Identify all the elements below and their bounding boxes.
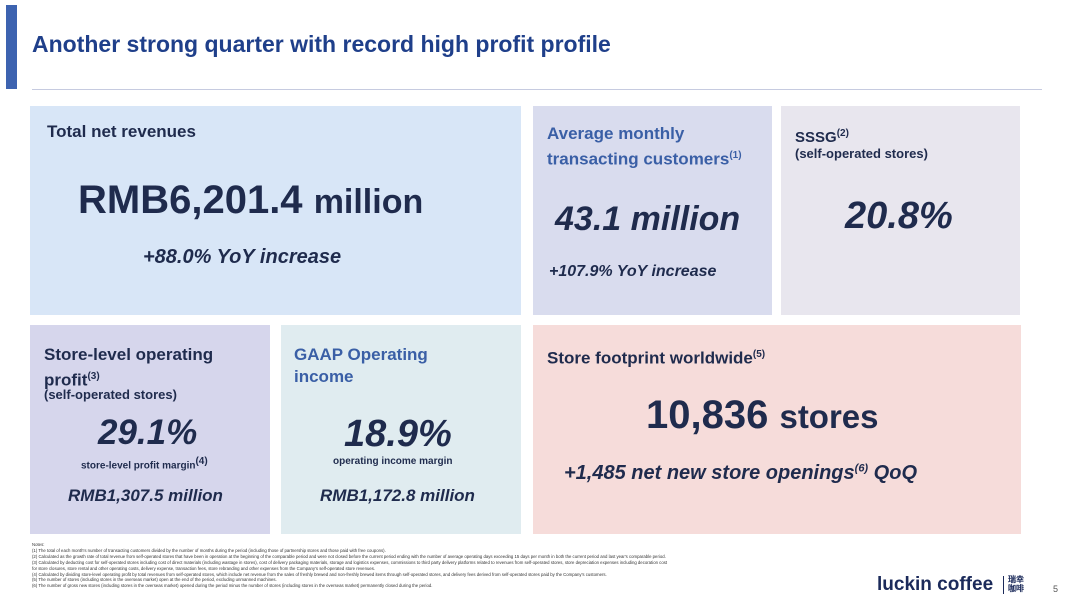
slop-label-line1: Store-level operating — [44, 345, 214, 364]
gaap-value: 18.9% — [344, 413, 452, 455]
footnote-1: (1) The total of each month's number of … — [32, 547, 386, 553]
stores-openings-ref: (6) — [854, 462, 869, 475]
stores-ref: (5) — [752, 349, 766, 360]
footnote-2: (2) Calculated as the growth rate of tot… — [32, 553, 666, 559]
card-sssg: SSSG(2) (self-operated stores) 20.8% — [781, 106, 1020, 315]
slop-label-line2: profit — [44, 370, 88, 390]
card-store-level-operating-profit: Store-level operating profit(3) (self-op… — [30, 325, 270, 534]
page-title: Another strong quarter with record high … — [32, 31, 611, 57]
revenue-yoy: +88.0% YoY increase — [143, 246, 342, 268]
revenue-label: Total net revenues — [47, 122, 196, 141]
gaap-margin-label: operating income margin — [333, 456, 453, 467]
slop-ref: (3) — [87, 371, 100, 382]
footnote-6: (6) The number of gross new stores (incl… — [32, 583, 433, 589]
slop-label: Store-level operating profit(3) — [44, 344, 213, 392]
sssg-value: 20.8% — [845, 195, 953, 237]
luckin-coffee-logo: luckin coffee — [877, 574, 994, 595]
footnote-heading: Notes: — [32, 542, 45, 547]
card-monthly-transacting-customers: Average monthly transacting customers(1)… — [533, 106, 772, 315]
logo-chinese-text: 瑞幸 咖啡 — [1008, 575, 1030, 593]
logo-divider — [1003, 576, 1004, 594]
sssg-ref: (2) — [836, 128, 849, 139]
footnote-3-cont: for store closures, store rental and oth… — [32, 565, 376, 571]
footnote-5: (5) The number of stores (including stor… — [32, 577, 277, 583]
logo-cn-line2: 咖啡 — [1008, 584, 1024, 593]
mtc-label: Average monthly transacting customers(1) — [547, 123, 742, 171]
footnote-4: (4) Calculated by dividing store-level o… — [32, 571, 607, 577]
stores-openings: +1,485 net new store openings(6) QoQ — [564, 462, 917, 485]
mtc-ref: (1) — [729, 150, 742, 161]
stores-value-unit: stores — [779, 398, 879, 435]
gaap-label: GAAP Operating income — [294, 344, 428, 388]
slop-margin-label: store-level profit margin(4) — [81, 456, 208, 471]
mtc-value-unit: million — [630, 200, 741, 238]
stores-value-number: 10,836 — [646, 393, 769, 437]
revenue-value-number: RMB6,201.4 — [78, 178, 303, 222]
slop-margin-ref: (4) — [195, 456, 208, 467]
page-number: 5 — [1053, 584, 1059, 594]
card-gaap-operating-income: GAAP Operating income 18.9% operating in… — [281, 325, 521, 534]
footnote-3: (3) Calculated by deducting cost for sel… — [32, 559, 668, 565]
gaap-amount: RMB1,172.8 million — [320, 486, 475, 505]
gaap-label-line2: income — [294, 367, 354, 386]
stores-value: 10,836 stores — [646, 393, 879, 438]
revenue-value: RMB6,201.4 million — [78, 178, 423, 223]
logo-cn-line1: 瑞幸 — [1008, 575, 1024, 584]
gaap-label-line1: GAAP Operating — [294, 345, 428, 364]
stores-label: Store footprint worldwide(5) — [547, 344, 765, 370]
stores-openings-qoq: QoQ — [873, 462, 918, 484]
stores-label-text: Store footprint worldwide — [547, 348, 753, 368]
slop-sub: (self-operated stores) — [44, 387, 177, 402]
sssg-label: SSSG(2) — [795, 123, 849, 149]
slop-value: 29.1% — [98, 413, 198, 452]
mtc-value: 43.1 million — [555, 200, 740, 239]
revenue-value-unit: million — [313, 183, 424, 221]
title-divider — [32, 89, 1042, 90]
sssg-sub: (self-operated stores) — [795, 146, 928, 161]
footnotes: Notes: (1) The total of each month's num… — [32, 542, 872, 589]
card-store-footprint: Store footprint worldwide(5) 10,836 stor… — [533, 325, 1021, 534]
stores-openings-text: +1,485 net new store openings — [564, 462, 855, 484]
mtc-value-number: 43.1 — [555, 200, 622, 238]
slop-amount: RMB1,307.5 million — [68, 486, 223, 505]
mtc-yoy: +107.9% YoY increase — [549, 263, 717, 280]
sssg-label-text: SSSG — [795, 129, 837, 146]
slop-margin-label-text: store-level profit margin — [81, 460, 196, 472]
mtc-label-line2: transacting customers — [547, 149, 730, 169]
card-total-net-revenues: Total net revenues RMB6,201.4 million +8… — [30, 106, 521, 315]
mtc-label-line1: Average monthly — [547, 124, 685, 143]
title-accent-bar — [6, 5, 17, 89]
